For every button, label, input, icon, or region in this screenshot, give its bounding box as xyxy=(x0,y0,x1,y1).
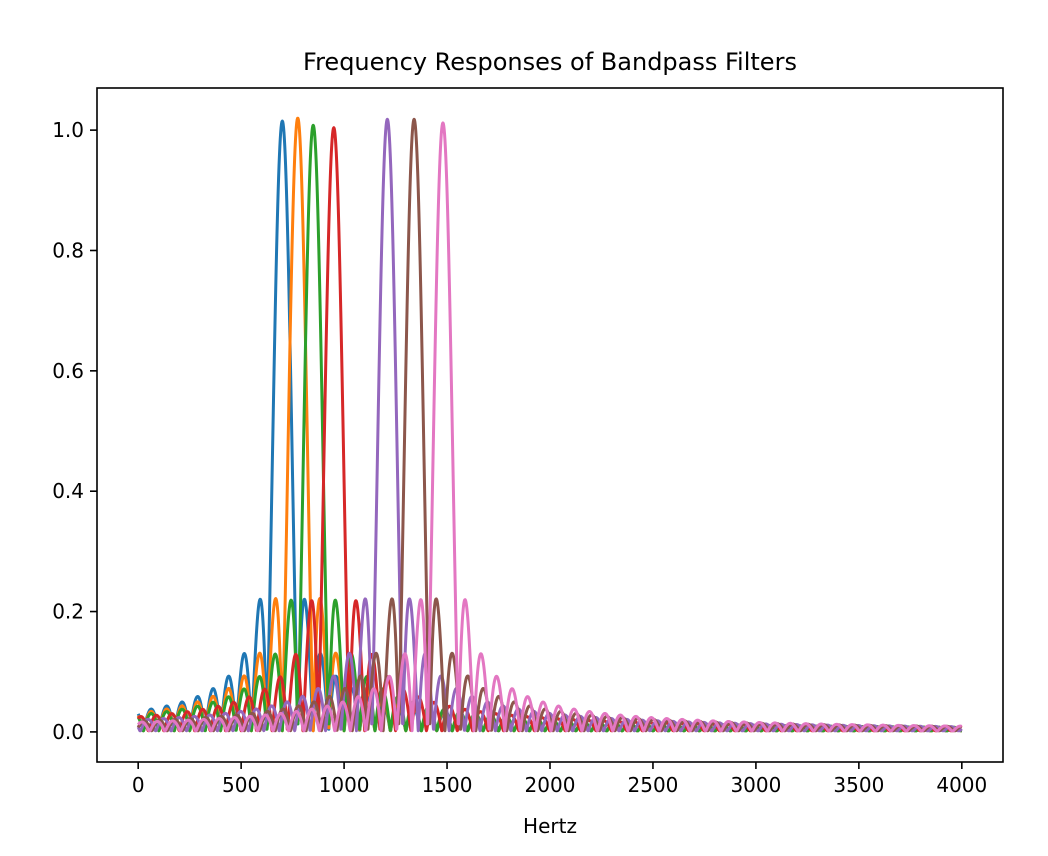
x-tick-label: 3500 xyxy=(833,773,884,797)
y-tick-label: 0.6 xyxy=(52,359,84,383)
series-line-3 xyxy=(136,126,963,733)
ticks-layer: 0 500 1000 1500 2000 2500 3000 3500 4000 0.0 0.2 0.… xyxy=(52,118,987,797)
y-tick-label: 1.0 xyxy=(52,118,84,142)
x-tick-label: 3000 xyxy=(730,773,781,797)
series-line-1 xyxy=(136,116,963,733)
x-tick-label: 4000 xyxy=(936,773,987,797)
series-line-5 xyxy=(136,117,963,733)
y-tick-label: 0.2 xyxy=(52,600,84,624)
x-tick-label: 1000 xyxy=(319,773,370,797)
y-tick-label: 0.8 xyxy=(52,238,84,262)
x-axis-label: Hertz xyxy=(523,814,577,838)
series-line-2 xyxy=(136,123,963,733)
y-tick-label: 0.4 xyxy=(52,479,84,503)
x-tick-label: 2000 xyxy=(525,773,576,797)
series-layer xyxy=(136,116,963,733)
plot-area-frame xyxy=(96,87,1004,763)
x-tick-label: 500 xyxy=(222,773,260,797)
y-tick-label: 0.0 xyxy=(52,720,84,744)
x-tick-label: 2500 xyxy=(628,773,679,797)
series-line-0 xyxy=(136,119,963,733)
x-tick-label: 0 xyxy=(132,773,145,797)
x-tick-label: 1500 xyxy=(422,773,473,797)
chart-title: Frequency Responses of Bandpass Filters xyxy=(303,48,797,76)
series-line-4 xyxy=(136,117,963,733)
series-line-6 xyxy=(136,121,963,733)
